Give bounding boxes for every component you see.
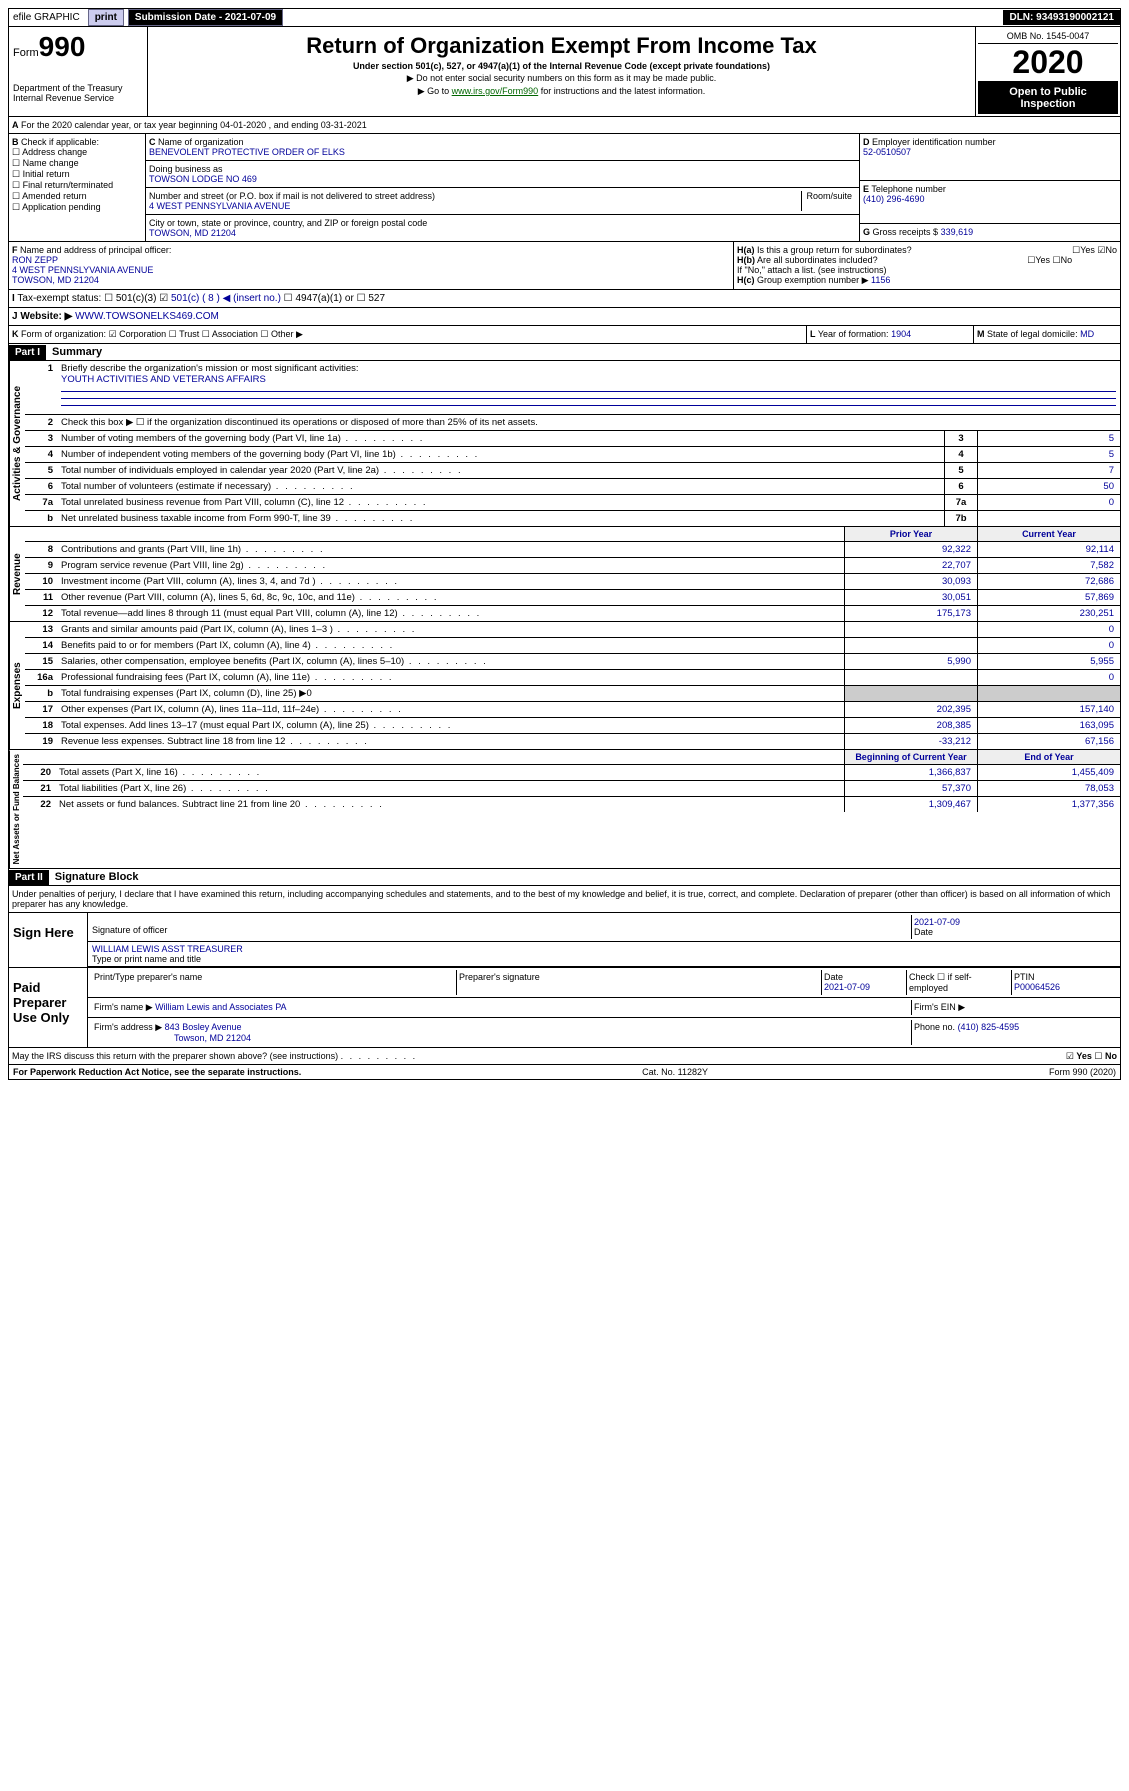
signer-name: WILLIAM LEWIS ASST TREASURER <box>92 944 243 954</box>
activities-governance: Activities & Governance 1Briefly describ… <box>8 361 1121 527</box>
tax-year: 2020 <box>978 44 1118 82</box>
website-row: J Website: ▶ WWW.TOWSONELKS469.COM <box>8 308 1121 326</box>
opt-name[interactable]: ☐ Name change <box>12 158 79 168</box>
line-13: 13Grants and similar amounts paid (Part … <box>25 622 1120 638</box>
opt-amend[interactable]: ☐ Amended return <box>12 191 87 201</box>
line-8: 8Contributions and grants (Part VIII, li… <box>25 542 1120 558</box>
dept-label: Department of the Treasury <box>13 83 143 93</box>
section-bcdefgh: B Check if applicable: ☐ Address change … <box>8 134 1121 242</box>
opt-final[interactable]: ☐ Final return/terminated <box>12 180 113 190</box>
opt-app[interactable]: ☐ Application pending <box>12 202 101 212</box>
opt-addr[interactable]: ☐ Address change <box>12 147 87 157</box>
line-19: 19Revenue less expenses. Subtract line 1… <box>25 734 1120 749</box>
line-b: bTotal fundraising expenses (Part IX, co… <box>25 686 1120 702</box>
form-number: Form990 <box>13 31 143 63</box>
line-4: 4Number of independent voting members of… <box>25 447 1120 463</box>
klm-row: K Form of organization: ☑ Corporation ☐ … <box>8 326 1121 344</box>
declaration: Under penalties of perjury, I declare th… <box>8 886 1121 913</box>
line-6: 6Total number of volunteers (estimate if… <box>25 479 1120 495</box>
dba: TOWSON LODGE NO 469 <box>149 174 257 184</box>
submission-date: Submission Date - 2021-07-09 <box>128 9 283 26</box>
line-9: 9Program service revenue (Part VIII, lin… <box>25 558 1120 574</box>
form-header: Form990 Department of the Treasury Inter… <box>8 27 1121 117</box>
part2-header: Part IISignature Block <box>8 869 1121 886</box>
line-14: 14Benefits paid to or for members (Part … <box>25 638 1120 654</box>
footer: For Paperwork Reduction Act Notice, see … <box>8 1065 1121 1080</box>
irs-link[interactable]: www.irs.gov/Form990 <box>452 86 539 96</box>
section-fh: F Name and address of principal officer:… <box>8 242 1121 290</box>
box-b: B Check if applicable: ☐ Address change … <box>9 134 146 241</box>
mission: YOUTH ACTIVITIES AND VETERANS AFFAIRS <box>61 374 266 385</box>
line-10: 10Investment income (Part VIII, column (… <box>25 574 1120 590</box>
line-5: 5Total number of individuals employed in… <box>25 463 1120 479</box>
line-22: 22Net assets or fund balances. Subtract … <box>23 797 1120 812</box>
tax-exempt-row: I Tax-exempt status: ☐ 501(c)(3) ☑ 501(c… <box>8 290 1121 308</box>
line-11: 11Other revenue (Part VIII, column (A), … <box>25 590 1120 606</box>
dln: DLN: 93493190002121 <box>1003 10 1120 25</box>
part1-header: Part ISummary <box>8 344 1121 361</box>
line-a: A For the 2020 calendar year, or tax yea… <box>8 117 1121 134</box>
sign-here: Sign Here Signature of officer2021-07-09… <box>8 913 1121 968</box>
print-button[interactable]: print <box>88 9 124 26</box>
group-exempt: 1156 <box>871 275 890 285</box>
street: 4 WEST PENNSYLVANIA AVENUE <box>149 201 290 211</box>
line-17: 17Other expenses (Part IX, column (A), l… <box>25 702 1120 718</box>
gross: 339,619 <box>941 227 974 237</box>
public-inspection: Open to Public Inspection <box>978 82 1118 114</box>
line-20: 20Total assets (Part X, line 16)1,366,83… <box>23 765 1120 781</box>
note2: ▶ Go to www.irs.gov/Form990 for instruct… <box>152 86 971 97</box>
website[interactable]: WWW.TOWSONELKS469.COM <box>75 311 219 322</box>
form-title: Return of Organization Exempt From Incom… <box>152 33 971 59</box>
line-18: 18Total expenses. Add lines 13–17 (must … <box>25 718 1120 734</box>
irs-discuss: May the IRS discuss this return with the… <box>8 1048 1121 1065</box>
line-12: 12Total revenue—add lines 8 through 11 (… <box>25 606 1120 621</box>
top-bar: efile GRAPHIC print Submission Date - 20… <box>8 8 1121 27</box>
line-16a: 16aProfessional fundraising fees (Part I… <box>25 670 1120 686</box>
revenue-section: Revenue Prior YearCurrent Year 8Contribu… <box>8 527 1121 622</box>
officer-name: RON ZEPP <box>12 255 58 265</box>
subtitle: Under section 501(c), 527, or 4947(a)(1)… <box>152 61 971 71</box>
line-15: 15Salaries, other compensation, employee… <box>25 654 1120 670</box>
org-name: BENEVOLENT PROTECTIVE ORDER OF ELKS <box>149 147 345 157</box>
phone: (410) 296-4690 <box>863 194 925 204</box>
line-7a: 7aTotal unrelated business revenue from … <box>25 495 1120 511</box>
ein: 52-0510507 <box>863 147 911 157</box>
line-3: 3Number of voting members of the governi… <box>25 431 1120 447</box>
paid-preparer: Paid Preparer Use Only Print/Type prepar… <box>8 968 1121 1048</box>
note1: ▶ Do not enter social security numbers o… <box>152 73 971 84</box>
irs-label: Internal Revenue Service <box>13 93 143 103</box>
city: TOWSON, MD 21204 <box>149 228 236 238</box>
netassets-section: Net Assets or Fund Balances Beginning of… <box>8 750 1121 869</box>
efile-label: efile GRAPHIC <box>9 10 84 25</box>
line-b: bNet unrelated business taxable income f… <box>25 511 1120 526</box>
line-21: 21Total liabilities (Part X, line 26)57,… <box>23 781 1120 797</box>
expenses-section: Expenses 13Grants and similar amounts pa… <box>8 622 1121 750</box>
opt-init[interactable]: ☐ Initial return <box>12 169 70 179</box>
omb: OMB No. 1545-0047 <box>978 29 1118 44</box>
